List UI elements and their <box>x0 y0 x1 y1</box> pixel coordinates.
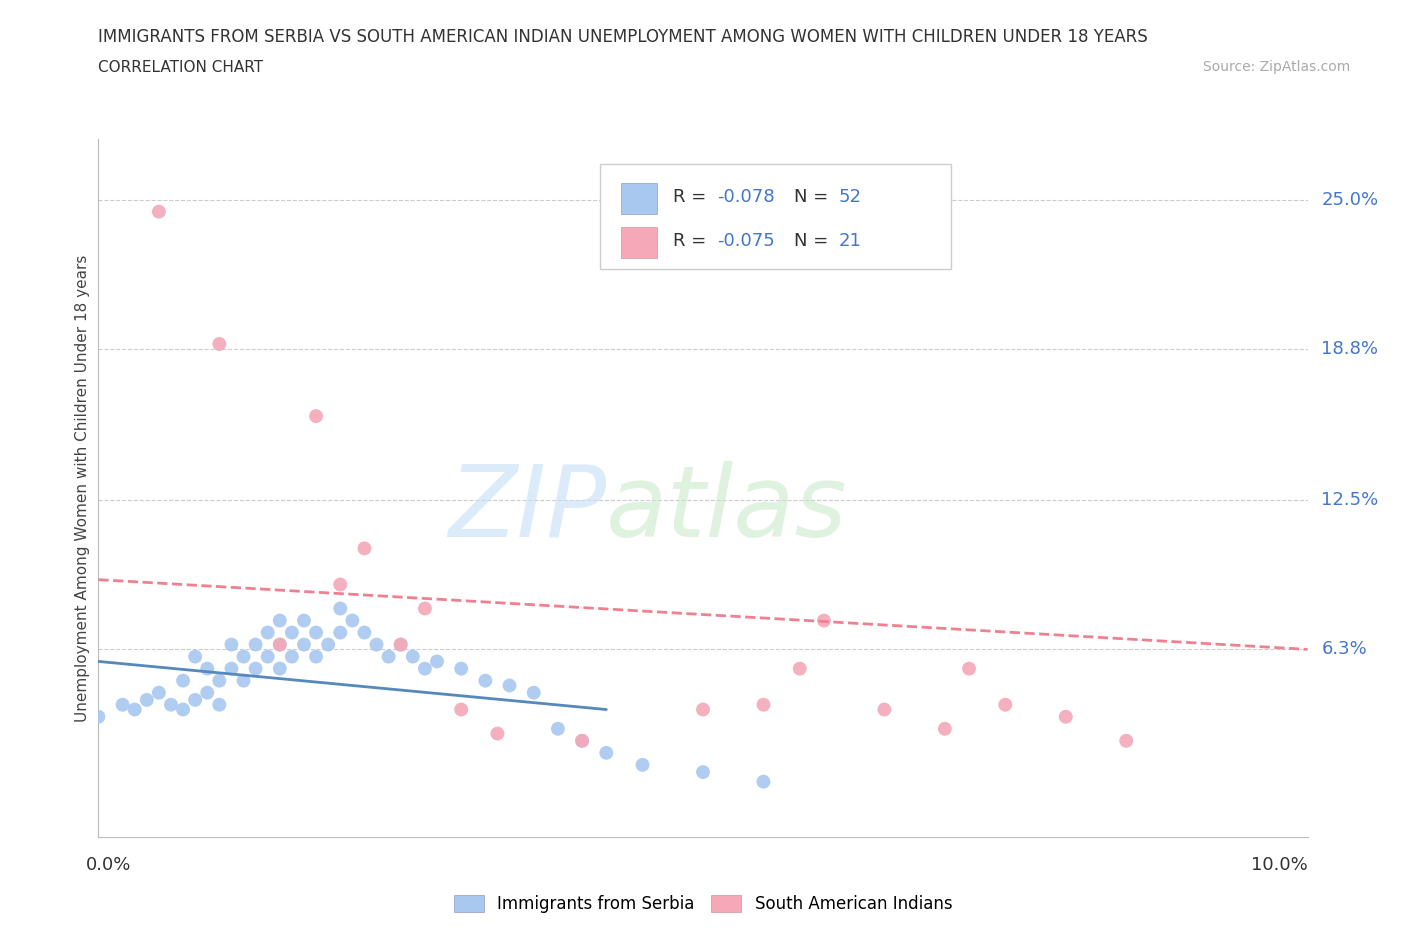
Point <box>135 693 157 708</box>
Point <box>413 601 436 616</box>
Point <box>232 649 254 664</box>
Point <box>208 698 231 712</box>
Point <box>994 698 1017 712</box>
Point <box>305 649 328 664</box>
Point <box>692 702 714 717</box>
Point <box>752 775 775 790</box>
Point <box>329 625 352 640</box>
Point <box>221 661 243 676</box>
Text: 52: 52 <box>838 188 862 206</box>
Point <box>232 673 254 688</box>
Point <box>148 205 170 219</box>
Point <box>269 613 291 628</box>
Text: Source: ZipAtlas.com: Source: ZipAtlas.com <box>1202 60 1350 74</box>
Point <box>789 661 811 676</box>
Point <box>184 693 207 708</box>
Point <box>474 673 496 688</box>
Text: IMMIGRANTS FROM SERBIA VS SOUTH AMERICAN INDIAN UNEMPLOYMENT AMONG WOMEN WITH CH: IMMIGRANTS FROM SERBIA VS SOUTH AMERICAN… <box>98 28 1149 46</box>
Point <box>342 613 364 628</box>
Point <box>353 541 375 556</box>
Point <box>450 702 472 717</box>
Point <box>269 637 291 652</box>
Bar <box>621 182 657 214</box>
Point <box>957 661 980 676</box>
Text: 12.5%: 12.5% <box>1322 491 1379 510</box>
Point <box>595 745 617 760</box>
Point <box>571 734 593 749</box>
Point <box>389 637 412 652</box>
Point <box>329 577 352 591</box>
Legend: Immigrants from Serbia, South American Indians: Immigrants from Serbia, South American I… <box>447 888 959 920</box>
Point <box>292 637 315 652</box>
Point <box>256 625 278 640</box>
Point <box>245 637 267 652</box>
Point <box>631 757 654 772</box>
Point <box>523 685 546 700</box>
Point <box>221 637 243 652</box>
Text: 0.0%: 0.0% <box>86 857 132 874</box>
Point <box>305 408 328 423</box>
Point <box>547 722 569 737</box>
Point <box>208 673 231 688</box>
Point <box>111 698 134 712</box>
Point <box>195 661 218 676</box>
Point <box>281 625 304 640</box>
Point <box>813 613 835 628</box>
Point <box>305 625 328 640</box>
Text: 10.0%: 10.0% <box>1251 857 1308 874</box>
Point <box>256 649 278 664</box>
Text: N =: N = <box>793 232 834 249</box>
Point <box>172 702 194 717</box>
Text: 21: 21 <box>838 232 862 249</box>
Point <box>195 685 218 700</box>
Point <box>1054 710 1077 724</box>
Bar <box>621 227 657 259</box>
Point <box>450 661 472 676</box>
Text: -0.075: -0.075 <box>717 232 775 249</box>
Point <box>353 625 375 640</box>
Text: N =: N = <box>793 188 834 206</box>
Point <box>184 649 207 664</box>
Text: 18.8%: 18.8% <box>1322 339 1378 358</box>
Point <box>402 649 425 664</box>
Point <box>160 698 183 712</box>
Text: CORRELATION CHART: CORRELATION CHART <box>98 60 263 75</box>
Point <box>692 764 714 779</box>
Point <box>873 702 896 717</box>
Point <box>208 337 231 352</box>
Text: 25.0%: 25.0% <box>1322 191 1379 208</box>
Point <box>172 673 194 688</box>
Point <box>316 637 339 652</box>
Point <box>426 654 449 669</box>
Point <box>934 722 956 737</box>
Point <box>269 637 291 652</box>
Point <box>752 698 775 712</box>
Point <box>124 702 146 717</box>
Text: atlas: atlas <box>606 460 848 558</box>
Point <box>281 649 304 664</box>
Point <box>245 661 267 676</box>
Point <box>377 649 399 664</box>
Point <box>366 637 388 652</box>
Point <box>148 685 170 700</box>
Point <box>413 661 436 676</box>
Point <box>389 637 412 652</box>
Y-axis label: Unemployment Among Women with Children Under 18 years: Unemployment Among Women with Children U… <box>75 255 90 722</box>
Text: R =: R = <box>672 232 711 249</box>
Point <box>1115 734 1137 749</box>
Point <box>486 726 509 741</box>
Text: R =: R = <box>672 188 711 206</box>
Point <box>498 678 520 693</box>
Text: ZIP: ZIP <box>449 460 606 558</box>
Point <box>571 734 593 749</box>
Point <box>329 601 352 616</box>
Text: 6.3%: 6.3% <box>1322 641 1367 658</box>
Point <box>292 613 315 628</box>
Point <box>87 710 110 724</box>
Text: -0.078: -0.078 <box>717 188 775 206</box>
Point <box>269 661 291 676</box>
FancyBboxPatch shape <box>600 164 950 269</box>
